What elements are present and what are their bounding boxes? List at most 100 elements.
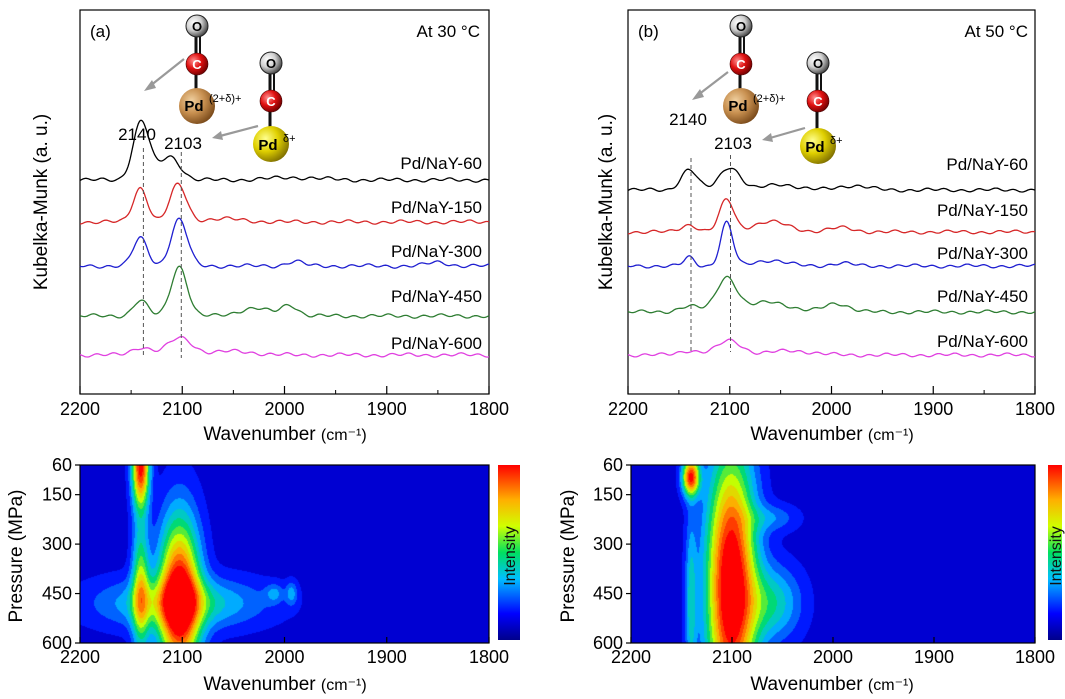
panel-a-y-label: Kubelka-Munk (a. u.) <box>31 114 52 290</box>
carbon-atom-icon <box>185 52 209 76</box>
panel-a-peak-label-2103: 2103 <box>164 134 202 153</box>
pd-high-valence-atom-icon <box>723 88 759 124</box>
panel-b-contour-x-ticks: 2200 2100 2000 1900 1800 <box>611 637 1055 667</box>
svg-text:Pd: Pd <box>805 139 824 156</box>
panel-a-label: (a) <box>90 22 111 41</box>
x-tick-label: 1900 <box>913 399 953 419</box>
panel-b-x-label: Wavenumber (cm⁻¹) <box>750 424 913 445</box>
panel-a-annotation: At 30 °C <box>417 22 481 41</box>
x-tick-label: 1800 <box>1015 647 1055 667</box>
x-tick-label: 2200 <box>60 647 100 667</box>
svg-text:C: C <box>266 94 276 109</box>
panel-a-series-labels: Pd/NaY-60 Pd/NaY-150 Pd/NaY-300 Pd/NaY-450 P… <box>391 154 482 353</box>
svg-text:O: O <box>813 56 823 71</box>
panel-a-contour-x-ticks: 2200 2100 2000 1900 1800 <box>60 637 509 667</box>
panel-a-co-on-pd-low-illustration: O C Pd δ+ <box>253 51 296 162</box>
svg-text:O: O <box>736 19 746 34</box>
carbon-atom-icon <box>259 89 283 113</box>
panel-a-contour: 2200 2100 2000 1900 1800 60 150 300 450 600 Pres… <box>6 455 520 695</box>
panel-a-colorbar <box>498 465 520 640</box>
svg-text:δ+: δ+ <box>830 135 843 147</box>
trace-pd-nay-300 <box>627 220 1036 269</box>
trace-pd-nay-60 <box>79 119 490 183</box>
y-tick-label: 300 <box>42 534 72 554</box>
x-tick-label: 2000 <box>813 647 853 667</box>
y-tick-label: 150 <box>593 485 623 505</box>
x-tick-label: 2200 <box>611 647 651 667</box>
panel-b-peak-label-2140: 2140 <box>669 110 707 129</box>
panel-b-label: (b) <box>638 22 659 41</box>
y-tick-label: 300 <box>593 534 623 554</box>
panel-b-contour: 2200 2100 2000 1900 1800 60 150 300 450 600 Pres… <box>558 455 1065 695</box>
svg-text:(2+δ)+: (2+δ)+ <box>753 93 785 105</box>
series-label: Pd/NaY-600 <box>391 334 482 353</box>
pd-high-valence-atom-icon <box>179 88 215 124</box>
svg-text:C: C <box>192 57 202 72</box>
x-tick-label: 2200 <box>60 399 100 419</box>
x-tick-label: 2100 <box>162 647 202 667</box>
trace-pd-nay-600 <box>627 338 1036 358</box>
series-label: Pd/NaY-60 <box>946 155 1028 174</box>
panel-b-x-ticks: 2200 2100 2000 1900 1800 <box>608 386 1055 419</box>
svg-text:Pd: Pd <box>184 98 203 115</box>
series-label: Pd/NaY-450 <box>937 287 1028 306</box>
trace-pd-nay-60 <box>627 167 1036 193</box>
x-tick-label: 1900 <box>367 399 407 419</box>
panel-a-x-ticks: 2200 2100 2000 1900 1800 <box>60 386 509 419</box>
panel-b-traces <box>627 167 1036 358</box>
series-label: Pd/NaY-600 <box>937 332 1028 351</box>
panel-a-spectra: 2200 2100 2000 1900 1800 Pd/NaY-60 Pd/NaY-150… <box>31 9 509 445</box>
panel-a-peak-label-2140: 2140 <box>118 125 156 144</box>
panel-b-heatmap <box>631 465 1035 643</box>
x-tick-label: 1900 <box>367 647 407 667</box>
y-tick-label: 450 <box>593 584 623 604</box>
panel-a-contour-x-label: Wavenumber (cm⁻¹) <box>203 674 366 695</box>
x-tick-label: 2000 <box>264 399 304 419</box>
panel-a-x-label: Wavenumber (cm⁻¹) <box>203 424 366 445</box>
pd-low-valence-atom-icon <box>253 126 289 162</box>
x-tick-label: 1800 <box>469 399 509 419</box>
panel-b-arrows <box>692 71 806 142</box>
series-label: Pd/NaY-300 <box>937 244 1028 263</box>
svg-text:Pd: Pd <box>258 137 277 154</box>
svg-text:C: C <box>813 94 823 109</box>
panel-b-annotation: At 50 °C <box>965 22 1029 41</box>
y-tick-label: 600 <box>593 633 623 653</box>
panel-a-colorbar-label: Intensity <box>502 526 519 586</box>
panel-b-contour-y-ticks: 60 150 300 450 600 <box>593 455 631 653</box>
trace-pd-nay-600 <box>79 335 490 358</box>
panel-b-contour-y-label: Pressure (MPa) <box>558 489 579 622</box>
x-tick-label: 2200 <box>608 399 648 419</box>
y-tick-label: 450 <box>42 584 72 604</box>
svg-text:Pd: Pd <box>728 98 747 115</box>
series-label: Pd/NaY-60 <box>400 154 482 173</box>
oxygen-atom-icon <box>185 14 209 38</box>
y-tick-label: 60 <box>52 455 72 475</box>
panel-a-contour-y-label: Pressure (MPa) <box>6 489 27 622</box>
x-tick-label: 2000 <box>811 399 851 419</box>
x-tick-label: 1800 <box>1015 399 1055 419</box>
series-label: Pd/NaY-150 <box>937 201 1028 220</box>
carbon-atom-icon <box>729 52 753 76</box>
series-label: Pd/NaY-300 <box>391 242 482 261</box>
series-label: Pd/NaY-150 <box>391 198 482 217</box>
x-tick-label: 2000 <box>264 647 304 667</box>
y-tick-label: 150 <box>42 485 72 505</box>
y-tick-label: 60 <box>603 455 623 475</box>
x-tick-label: 2100 <box>162 399 202 419</box>
panel-b-contour-x-label: Wavenumber (cm⁻¹) <box>750 674 913 695</box>
x-tick-label: 2100 <box>710 399 750 419</box>
panel-b-colorbar-label: Intensity <box>1048 526 1065 586</box>
panel-b-co-on-pd-low-illustration: O C Pd δ+ <box>800 51 843 164</box>
pd-low-valence-atom-icon <box>800 128 836 164</box>
panel-a-contour-y-ticks: 60 150 300 450 600 <box>42 455 80 653</box>
x-tick-label: 1900 <box>914 647 954 667</box>
oxygen-atom-icon <box>806 51 830 75</box>
trace-pd-nay-450 <box>627 275 1036 315</box>
trace-pd-nay-150 <box>79 182 490 225</box>
trace-pd-nay-450 <box>79 265 490 319</box>
trace-pd-nay-150 <box>627 198 1036 235</box>
panel-b-co-on-pd-high-illustration: O C Pd (2+δ)+ <box>723 14 785 124</box>
panel-b-spectra: 2200 2100 2000 1900 1800 Pd/NaY-60 Pd/NaY-150… <box>596 9 1055 445</box>
y-tick-label: 600 <box>42 633 72 653</box>
